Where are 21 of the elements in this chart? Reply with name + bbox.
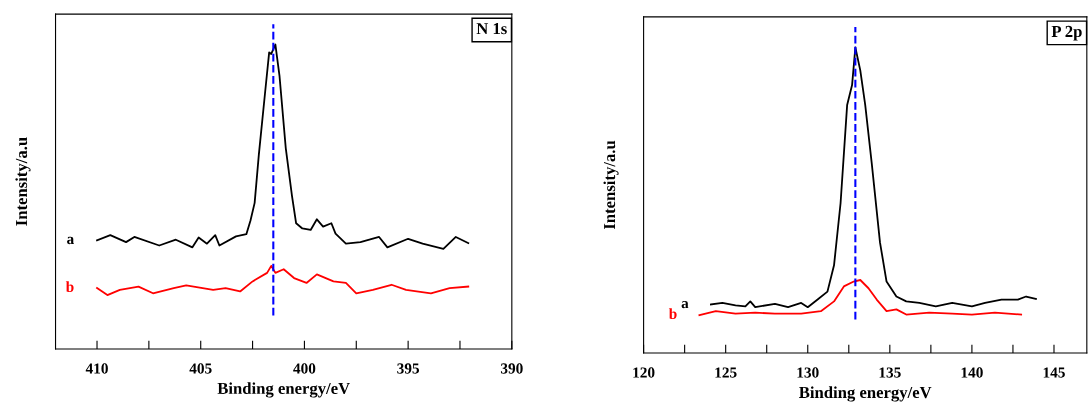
x-tick-label: 125 bbox=[715, 367, 737, 378]
x-tick-label: 390 bbox=[500, 363, 523, 374]
series-label: a bbox=[67, 236, 74, 245]
x-tick-label: 130 bbox=[797, 367, 819, 378]
series-label: b bbox=[668, 308, 677, 319]
x-tick-label: 120 bbox=[633, 367, 655, 378]
y-axis-title: Intensity/a.u bbox=[603, 140, 619, 230]
text: P 2p bbox=[1051, 25, 1082, 41]
x-tick-label: 405 bbox=[189, 363, 212, 374]
text: N 1s bbox=[476, 23, 507, 35]
series-label: b bbox=[65, 281, 74, 292]
x-axis-title: Binding energy/eV bbox=[799, 386, 932, 402]
x-tick-label: 135 bbox=[879, 367, 901, 378]
x-tick-label: 395 bbox=[397, 363, 420, 374]
x-tick-label: 410 bbox=[85, 363, 108, 374]
y-axis-title: Intensity/a.u bbox=[15, 137, 31, 226]
x-axis-title: Binding energy/eV bbox=[217, 382, 350, 398]
series-label: a bbox=[681, 300, 689, 309]
x-tick-label: 145 bbox=[1043, 367, 1065, 378]
x-tick-label: 400 bbox=[293, 363, 316, 374]
x-tick-label: 140 bbox=[961, 367, 983, 378]
